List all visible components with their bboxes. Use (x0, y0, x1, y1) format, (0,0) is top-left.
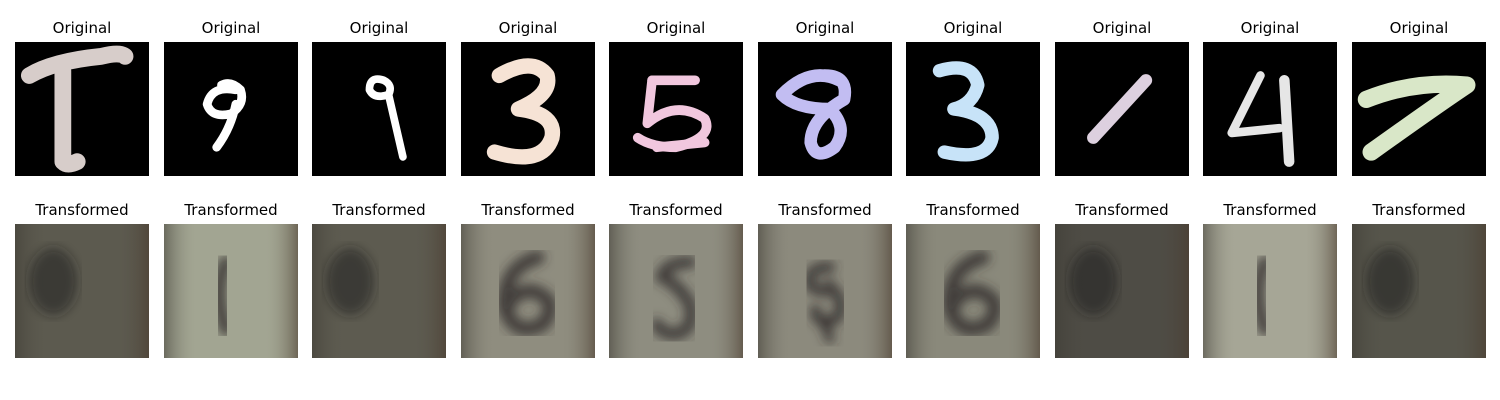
transformed-image (1352, 224, 1486, 358)
digit-stroke (1357, 75, 1476, 161)
transformed-label: Transformed (1372, 201, 1466, 219)
original-image (461, 42, 595, 176)
original-image (164, 42, 298, 176)
transformed-label: Transformed (1075, 201, 1169, 219)
digit-stroke (1279, 75, 1295, 167)
transformed-image (312, 224, 446, 358)
original-image (1055, 42, 1189, 176)
original-image (15, 42, 149, 176)
glyph-stroke (941, 250, 1003, 336)
original-label: Original (646, 19, 706, 37)
digit-stroke (932, 61, 999, 162)
digit-stroke (652, 137, 710, 153)
original-label: Original (201, 19, 261, 37)
transformed-label: Transformed (332, 201, 426, 219)
original-image (1352, 42, 1486, 176)
digit-stroke (20, 45, 134, 84)
digit-stroke (212, 99, 241, 152)
glyph-stroke (650, 256, 698, 341)
glyph-stroke (820, 319, 835, 344)
transformed-label: Transformed (629, 201, 723, 219)
transformed-image (461, 224, 595, 358)
transformed-label: Transformed (184, 201, 278, 219)
original-image (312, 42, 446, 176)
digit-stroke (54, 62, 86, 173)
glyph-stroke (1250, 255, 1273, 337)
transformed-image (609, 224, 743, 358)
original-image (758, 42, 892, 176)
digit-stroke (1227, 71, 1284, 138)
dark-blob (29, 247, 78, 315)
transformed-image (164, 224, 298, 358)
original-image (906, 42, 1040, 176)
glyph-stroke (496, 250, 558, 336)
original-label: Original (795, 19, 855, 37)
transformed-image (1203, 224, 1337, 358)
digit-stroke (384, 90, 407, 161)
transformed-label: Transformed (1223, 201, 1317, 219)
transformed-image (906, 224, 1040, 358)
original-label: Original (52, 19, 112, 37)
digit-stroke (486, 58, 561, 165)
original-label: Original (498, 19, 558, 37)
transformed-label: Transformed (778, 201, 872, 219)
digit-stroke (365, 75, 394, 101)
transformed-image (1055, 224, 1189, 358)
transformed-label: Transformed (926, 201, 1020, 219)
original-label: Original (1092, 19, 1152, 37)
transformed-image (15, 224, 149, 358)
glyph-stroke (211, 255, 234, 337)
original-label: Original (943, 19, 1003, 37)
dark-blob (1366, 247, 1415, 315)
original-label: Original (1240, 19, 1300, 37)
transformed-label: Transformed (481, 201, 575, 219)
transformed-image (758, 224, 892, 358)
original-label: Original (349, 19, 409, 37)
original-image (1203, 42, 1337, 176)
digit-stroke (1087, 74, 1153, 144)
transformed-label: Transformed (35, 201, 129, 219)
original-image (609, 42, 743, 176)
dark-blob (1069, 247, 1118, 315)
digit-stroke (775, 69, 852, 160)
dark-blob (326, 247, 375, 315)
original-label: Original (1389, 19, 1449, 37)
